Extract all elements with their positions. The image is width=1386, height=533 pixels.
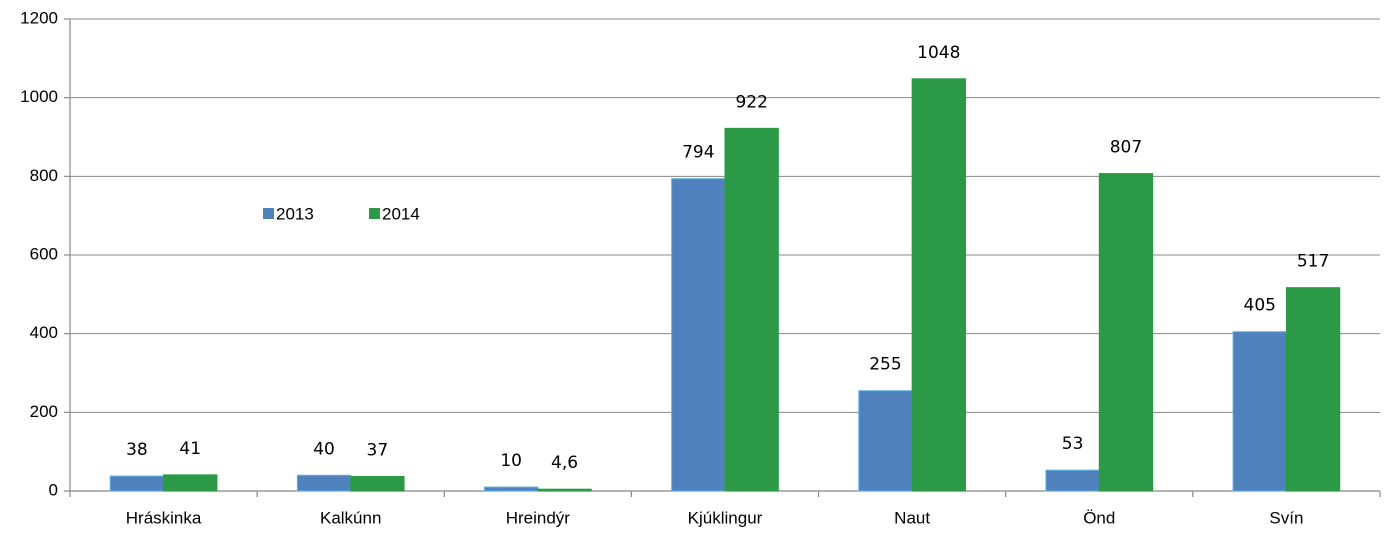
data-label: 4,6 (551, 453, 578, 473)
y-tick-label: 1200 (20, 8, 58, 27)
bar (296, 474, 352, 492)
bar (537, 488, 592, 492)
bar (109, 475, 165, 492)
data-label: 922 (735, 92, 767, 112)
x-tick-label: Önd (1083, 508, 1115, 527)
bar (671, 178, 726, 492)
y-tick-label: 600 (30, 244, 58, 263)
bar (350, 475, 405, 492)
bar (858, 390, 913, 492)
bar (1098, 173, 1154, 492)
y-tick-label: 1000 (20, 87, 58, 106)
data-label: 255 (869, 355, 901, 375)
x-tick-label: Hráskinka (126, 508, 202, 527)
data-label: 405 (1244, 296, 1276, 316)
bar (163, 474, 218, 492)
data-label: 53 (1062, 434, 1084, 454)
data-label: 794 (682, 143, 714, 163)
legend-label: 2013 (276, 204, 314, 223)
data-label: 1048 (917, 43, 960, 63)
bar (484, 486, 539, 492)
y-tick-label: 200 (30, 402, 58, 421)
data-label: 41 (179, 439, 201, 459)
data-label: 10 (500, 451, 522, 471)
data-label: 37 (367, 440, 389, 460)
bar (724, 127, 779, 492)
x-tick-label: Kjúklingur (688, 508, 763, 527)
y-tick-label: 400 (30, 323, 58, 342)
bar (911, 78, 966, 492)
bar (1232, 331, 1287, 492)
x-tick-label: Svín (1269, 508, 1303, 527)
legend-label: 2014 (382, 204, 420, 223)
y-tick-label: 0 (49, 480, 58, 499)
bar (1045, 469, 1100, 492)
y-tick-label: 800 (30, 166, 58, 185)
bar (1285, 287, 1341, 492)
legend-swatch (263, 208, 274, 219)
x-tick-label: Kalkúnn (320, 508, 381, 527)
x-tick-label: Hreindýr (506, 508, 571, 527)
data-label: 517 (1297, 252, 1329, 272)
legend-swatch (369, 208, 380, 219)
x-tick-label: Naut (894, 508, 930, 527)
data-label: 38 (126, 440, 148, 460)
data-label: 807 (1110, 138, 1142, 158)
data-label: 40 (313, 439, 335, 459)
